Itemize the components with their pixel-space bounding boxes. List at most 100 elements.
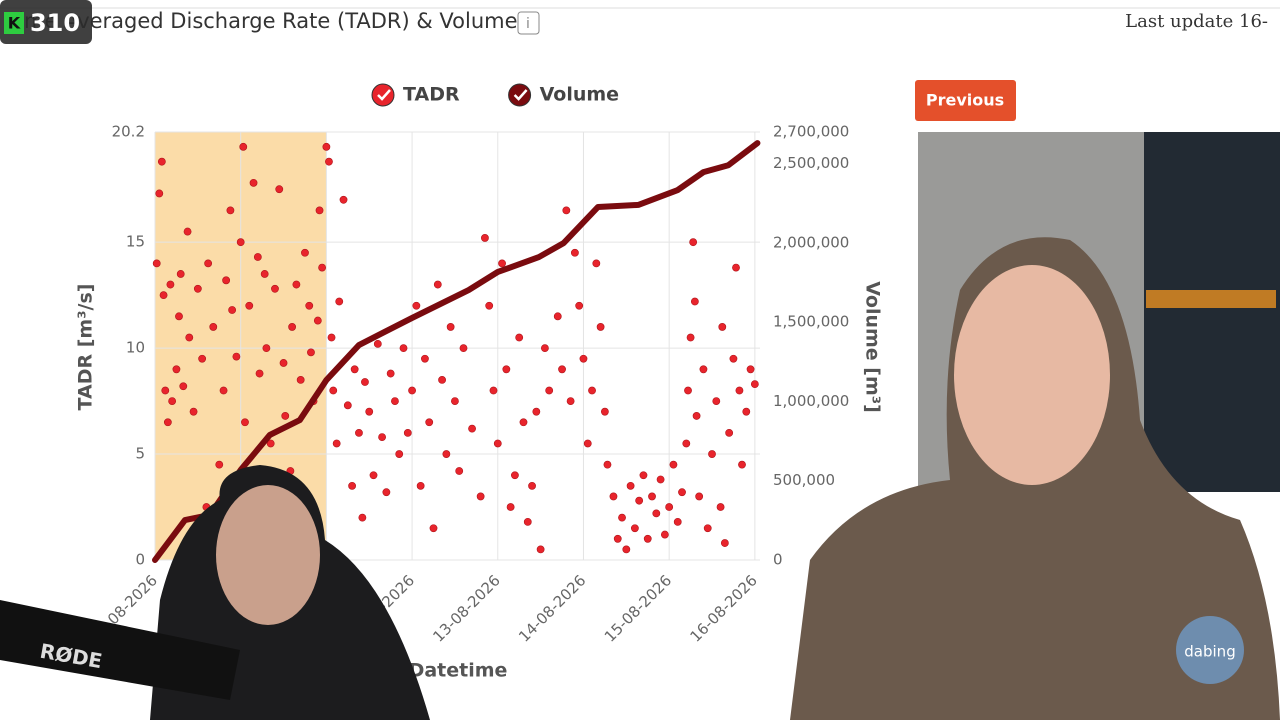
tadr-point: [528, 481, 536, 490]
tadr-point: [339, 195, 348, 204]
tadr-point: [718, 323, 727, 331]
tadr-point: [571, 248, 579, 257]
y-tick-label: 20.2: [112, 123, 145, 141]
tadr-point: [429, 524, 438, 533]
legend-label: Volume: [540, 84, 619, 106]
previous-label[interactable]: Previous: [926, 91, 1004, 110]
tadr-point: [455, 467, 464, 475]
tadr-point: [451, 397, 459, 405]
tadr-point: [358, 513, 367, 522]
tadr-point: [665, 503, 674, 511]
tadr-point: [159, 291, 168, 300]
tadr-point: [179, 382, 188, 391]
tadr-point: [395, 450, 404, 458]
tadr-point: [152, 259, 161, 268]
tadr-point: [699, 365, 708, 374]
tadr-point: [232, 352, 241, 361]
tadr-point: [215, 460, 224, 469]
tadr-point: [716, 503, 725, 511]
tadr-point: [327, 333, 336, 342]
tadr-point: [325, 157, 333, 166]
tadr-point: [622, 545, 631, 554]
legend-marker: [508, 83, 532, 107]
tadr-point: [226, 206, 235, 215]
tadr-point: [408, 386, 416, 395]
tadr-point: [183, 227, 192, 236]
tadr-point: [350, 365, 359, 374]
y2-tick-label: 2,700,000: [773, 123, 849, 141]
tadr-point: [735, 386, 744, 395]
y2-tick-label: 0: [773, 551, 783, 569]
y2-tick-label: 1,000,000: [773, 392, 849, 410]
y2-tick-label: 2,000,000: [773, 233, 849, 251]
tadr-point: [307, 348, 315, 357]
tadr-point: [239, 142, 248, 151]
info-icon[interactable]: [517, 11, 540, 35]
tadr-point: [750, 380, 759, 389]
tadr-point: [329, 386, 338, 395]
tadr-point: [386, 369, 395, 378]
tadr-point: [382, 488, 391, 497]
tadr-point: [562, 206, 571, 215]
tadr-point: [511, 471, 519, 480]
tadr-point: [692, 412, 701, 420]
tadr-point: [365, 407, 374, 416]
tadr-point: [315, 206, 324, 215]
tadr-point: [176, 270, 185, 278]
tadr-point: [292, 280, 301, 289]
tadr-point: [660, 530, 669, 539]
tadr-point: [166, 280, 175, 289]
tadr-point: [695, 492, 704, 501]
tadr-point: [732, 263, 740, 272]
tadr-point: [348, 481, 356, 490]
tadr-point: [626, 481, 635, 490]
tadr-point: [416, 481, 425, 490]
tadr-point: [279, 359, 288, 367]
tadr-point: [211, 539, 219, 547]
tadr-point: [498, 259, 506, 268]
tadr-point: [189, 407, 198, 416]
tadr-point: [708, 450, 716, 458]
tadr-point: [266, 439, 275, 448]
tadr-point: [489, 386, 498, 395]
tadr-point: [391, 397, 399, 405]
tadr-point: [746, 365, 755, 374]
tadr-point: [630, 524, 639, 533]
tadr-point: [729, 354, 738, 363]
tadr-point: [245, 301, 254, 310]
tadr-point: [502, 365, 511, 374]
y-tick-label: 15: [126, 233, 145, 251]
tadr-point: [271, 284, 279, 293]
tadr-point: [355, 428, 363, 437]
tadr-point: [198, 354, 207, 363]
tadr-point: [678, 488, 686, 497]
tadr-point: [204, 259, 213, 268]
tadr-point: [596, 323, 605, 331]
tadr-point: [399, 344, 408, 353]
tadr-point: [260, 270, 269, 278]
tadr-point: [275, 185, 284, 194]
y2-tick-label: 1,500,000: [773, 313, 849, 331]
tadr-point: [541, 344, 549, 353]
legend-label: TADR: [403, 84, 460, 106]
tadr-point: [378, 433, 386, 442]
tadr-point: [286, 467, 295, 475]
tadr-point: [686, 333, 695, 342]
y2-tick-label: 2,500,000: [773, 154, 849, 172]
tadr-point: [313, 316, 322, 325]
tadr-point: [343, 401, 352, 410]
previous-button[interactable]: [915, 80, 1016, 121]
tadr-point: [241, 418, 249, 427]
tadr-point: [532, 407, 541, 416]
tadr-point: [652, 509, 661, 518]
tadr-point: [603, 460, 612, 469]
y2-tick-label: 500,000: [773, 471, 835, 489]
tadr-point: [228, 306, 237, 314]
tadr-point: [720, 539, 729, 547]
tadr-point: [648, 492, 656, 501]
tadr-point: [175, 312, 183, 321]
tadr-point: [575, 301, 584, 310]
tadr-point: [481, 234, 489, 242]
tadr-point: [609, 492, 618, 501]
tadr-point: [222, 276, 231, 285]
